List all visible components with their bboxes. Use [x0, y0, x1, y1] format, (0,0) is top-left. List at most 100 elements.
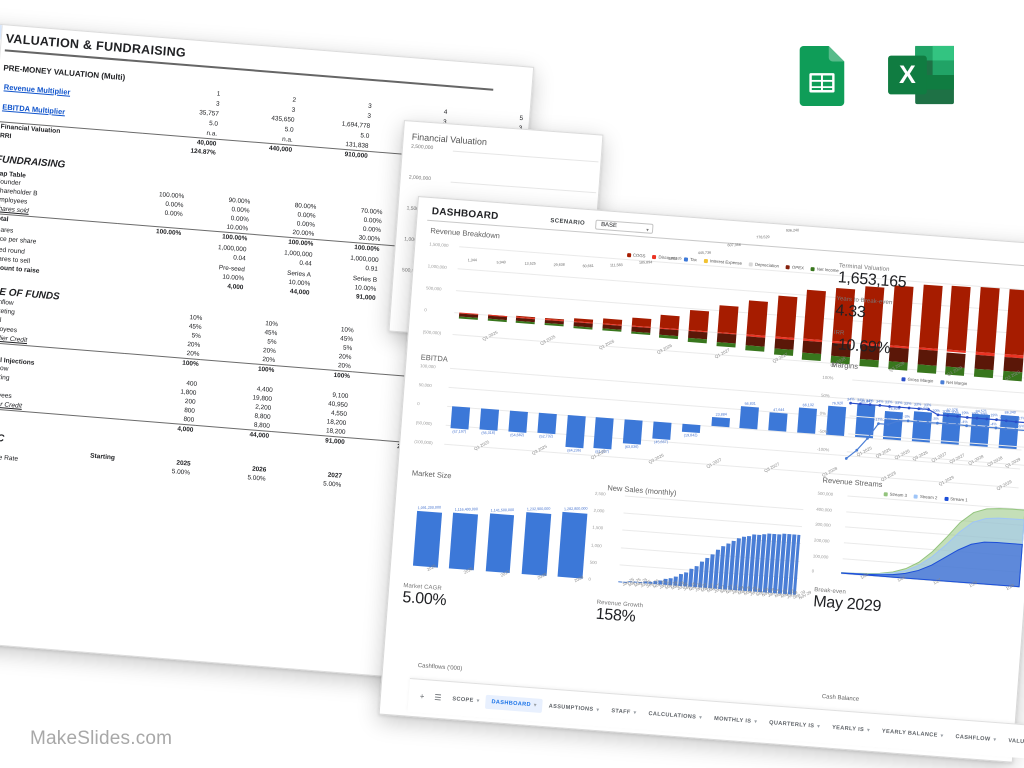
x-tick: 1/28 [968, 580, 979, 589]
sheet-tab-quarterly-is[interactable]: QUARTERLY IS ▾ [763, 715, 827, 734]
bar-segment-net-income [458, 316, 478, 320]
y-tick: 50,000 [418, 382, 433, 389]
chevron-down-icon[interactable]: ▾ [596, 706, 600, 713]
bar[interactable] [773, 295, 798, 357]
data-label: (52,732) [538, 434, 553, 439]
data-label: 47,644 [773, 407, 785, 413]
sheet-tab-yearly-is[interactable]: YEARLY IS ▾ [826, 720, 877, 738]
y-tick: 0 [417, 401, 420, 407]
bar[interactable] [412, 510, 442, 568]
tab-label: MONTHLY IS [713, 715, 752, 725]
bar[interactable] [521, 511, 552, 576]
bar[interactable] [485, 513, 515, 574]
data-point [886, 423, 890, 427]
revenue-streams-areas [841, 508, 1024, 588]
bar-segment-cogs [775, 295, 798, 338]
sheet-tab-valuation[interactable]: VALUATION▾ [1002, 733, 1024, 751]
scenario-select[interactable]: BASE ▾ [594, 219, 654, 234]
add-sheet-icon[interactable]: + [419, 691, 425, 702]
sheet-tab-monthly-is[interactable]: MONTHLY IS ▾ [708, 711, 764, 729]
y-tick: (100,000) [414, 438, 433, 446]
data-label: 1,106,752 [813, 221, 831, 226]
microsoft-excel-icon[interactable]: X [886, 44, 956, 106]
bar[interactable] [745, 300, 768, 352]
legend-item: Stream 2 [913, 494, 938, 500]
bar[interactable] [739, 406, 760, 430]
bar[interactable] [544, 317, 565, 327]
bar[interactable] [630, 317, 652, 336]
bar[interactable] [565, 414, 586, 449]
sheet-tab-cashflow[interactable]: CASHFLOW ▾ [949, 729, 1003, 747]
bar[interactable] [659, 314, 681, 340]
line-series [850, 402, 1024, 425]
bar[interactable] [537, 412, 557, 435]
data-label: 1,232,900,000 [527, 506, 551, 512]
row-label: Shares sold [0, 205, 30, 215]
revenue-streams-chart[interactable]: 500,000 400,000 300,000 200,000 100,000 0 [811, 491, 1024, 588]
bar[interactable] [716, 305, 739, 348]
bar[interactable] [557, 512, 588, 579]
all-sheets-menu-icon[interactable]: ☰ [433, 692, 442, 703]
bar[interactable] [487, 314, 507, 323]
row-number[interactable]: 3 [0, 38, 1, 55]
sheet-tab-scope[interactable]: SCOPE ▾ [446, 691, 486, 708]
chevron-down-icon[interactable]: ▾ [699, 714, 703, 721]
bar[interactable] [516, 316, 536, 325]
row-label: Risk Free Rate [0, 452, 19, 463]
chevron-down-icon[interactable]: ▾ [533, 701, 538, 709]
y-tick: 2,000,000 [408, 174, 432, 183]
bar-segment-net-income [544, 323, 564, 327]
data-point [926, 421, 929, 425]
margins-chart[interactable]: 100% 50% 0% -50% -100% 34% 34% 34% 34% 33% 33% 33% 3… [817, 375, 1024, 467]
data-label: (57,197) [452, 429, 467, 434]
bar[interactable] [508, 410, 528, 433]
sheet-tab-yearly-balance[interactable]: YEARLY BALANCE ▾ [875, 724, 950, 743]
y-tick: 500,000 [817, 490, 834, 498]
bar[interactable] [479, 408, 500, 432]
sheet-tab-staff[interactable]: STAFF ▾ [605, 703, 643, 720]
tab-label: DASHBOARD [491, 698, 532, 708]
data-point [1004, 419, 1008, 423]
bar[interactable] [449, 512, 479, 571]
bar[interactable] [458, 312, 479, 320]
bar[interactable] [688, 310, 710, 344]
y-tick: -50% [818, 428, 829, 435]
data-point [878, 404, 882, 407]
data-label: 23,884 [715, 412, 727, 417]
bar[interactable] [573, 318, 594, 330]
bar[interactable] [768, 412, 788, 432]
bar[interactable] [652, 421, 672, 441]
data-point [935, 421, 939, 425]
chevron-down-icon[interactable]: ▾ [476, 697, 480, 704]
chevron-down-icon[interactable]: ▾ [993, 736, 997, 743]
data-label: 111,583 [610, 262, 624, 268]
tab-label: STAFF [611, 707, 631, 716]
tab-label: YEARLY BALANCE [881, 728, 938, 739]
bar[interactable] [450, 406, 471, 430]
data-label: 1,116,400,000 [454, 506, 478, 512]
y-tick: 200,000 [813, 537, 830, 544]
bar[interactable] [797, 407, 817, 434]
google-sheets-icon[interactable] [790, 44, 852, 106]
bar[interactable] [593, 417, 614, 450]
sheet-tab-assumptions[interactable]: ASSUMPTIONS ▾ [542, 699, 606, 718]
bar[interactable] [802, 290, 827, 361]
dashboard-sheet[interactable]: DASHBOARD SCENARIO BASE ▾ Revenue Breakd… [378, 196, 1024, 763]
bar-segment-net-income [688, 338, 708, 344]
legend-item: Stream 3 [883, 491, 907, 498]
bar[interactable] [681, 423, 701, 433]
bar[interactable] [623, 419, 643, 445]
chevron-down-icon[interactable]: ▾ [940, 732, 944, 739]
legend-item: Tax [684, 256, 697, 262]
sheet-tab-dashboard[interactable]: DASHBOARD ▾ [485, 694, 544, 713]
chevron-down-icon[interactable]: ▾ [754, 718, 758, 725]
bar-segment-net-income [487, 318, 507, 323]
bar-segment-cogs [717, 305, 739, 334]
bar[interactable] [602, 318, 623, 333]
chevron-down-icon[interactable]: ▾ [817, 723, 821, 730]
bar[interactable] [711, 416, 730, 428]
sheet-tab-calculations[interactable]: CALCULATIONS ▾ [642, 706, 709, 725]
row-number[interactable]: 2 [0, 23, 2, 41]
chevron-down-icon[interactable]: ▾ [633, 709, 637, 716]
chevron-down-icon[interactable]: ▾ [866, 726, 871, 734]
